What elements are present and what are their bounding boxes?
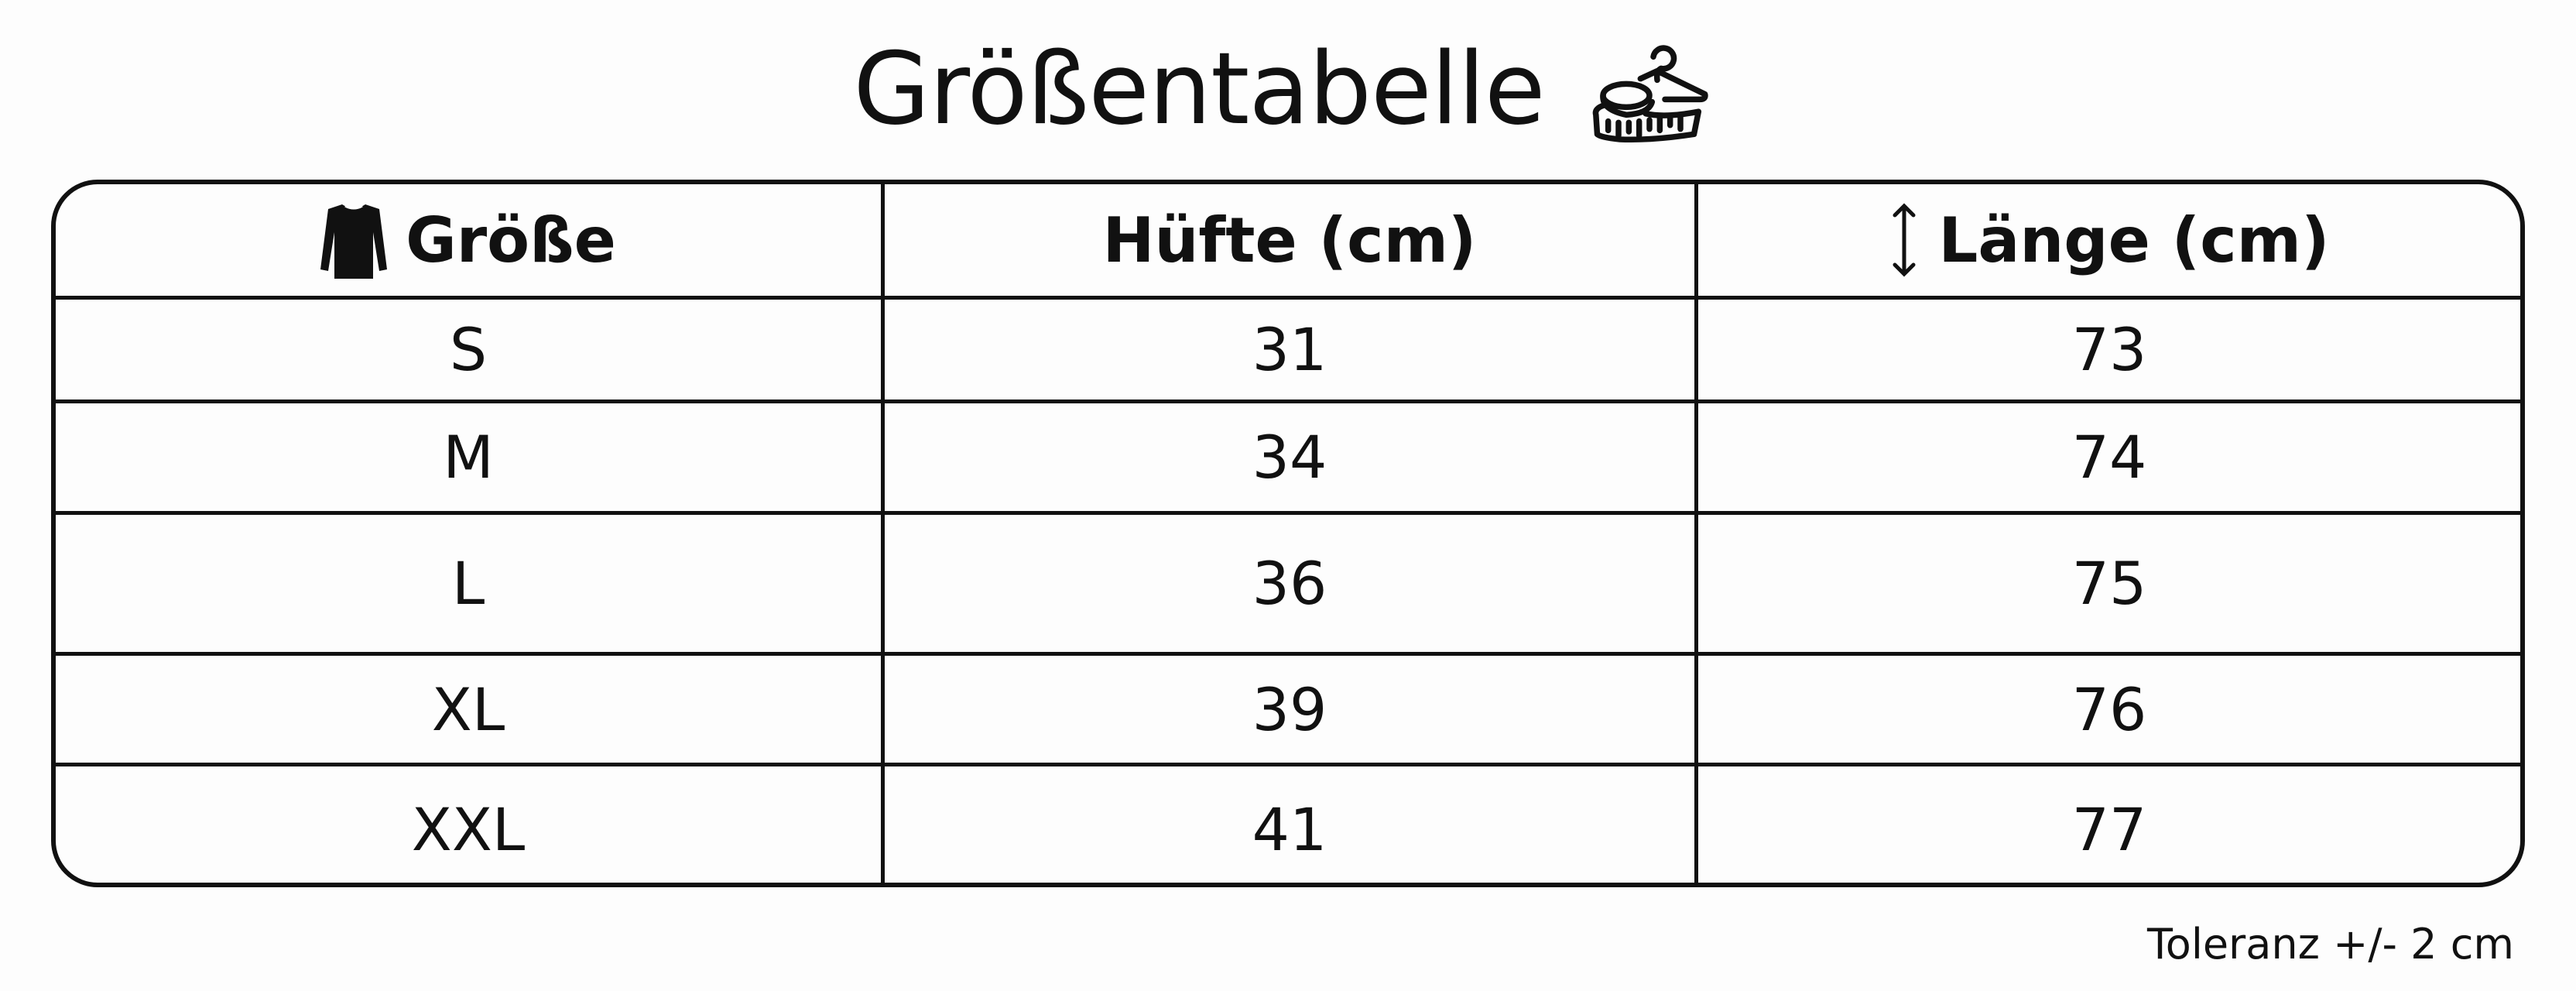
header-size: Größe bbox=[56, 184, 885, 296]
header-label: Größe bbox=[406, 204, 616, 276]
cell-length: 76 bbox=[2071, 674, 2147, 744]
vertical-arrow-icon bbox=[1893, 203, 1916, 277]
cell-size: M bbox=[56, 403, 885, 511]
cell-length: 73 bbox=[2071, 315, 2147, 384]
table-row: M 34 74 bbox=[56, 403, 2520, 515]
cell-length: 77 bbox=[2071, 794, 2147, 864]
table-row: L 36 75 bbox=[56, 515, 2520, 656]
hanger-measuring-tape-icon bbox=[1592, 45, 1708, 143]
table-header: Größe Hüfte (cm) Länge (cm) bbox=[56, 184, 2520, 300]
title-text: Größentabelle bbox=[853, 31, 1545, 147]
tolerance-note: Toleranz +/- 2 cm bbox=[2146, 920, 2514, 969]
table-row: XXL 41 77 bbox=[56, 766, 2520, 883]
header-hip: Hüfte (cm) bbox=[885, 184, 1698, 296]
header-label: Länge (cm) bbox=[1938, 204, 2330, 276]
page-title: Größentabelle bbox=[0, 31, 2576, 147]
cell-size: L bbox=[56, 515, 885, 652]
cell-size: S bbox=[56, 300, 885, 399]
cell-hip: 34 bbox=[885, 403, 1698, 511]
table-row: XL 39 76 bbox=[56, 656, 2520, 766]
cell-hip: 39 bbox=[885, 656, 1698, 763]
cell-hip: 41 bbox=[885, 766, 1698, 883]
shirt-icon bbox=[320, 204, 388, 279]
cell-hip: 31 bbox=[885, 300, 1698, 399]
cell-length: 75 bbox=[2071, 549, 2147, 618]
cell-length: 74 bbox=[2071, 423, 2147, 492]
table-row: S 31 73 bbox=[56, 300, 2520, 403]
cell-size: XXL bbox=[56, 766, 885, 883]
cell-hip: 36 bbox=[885, 515, 1698, 652]
size-table: Größe Hüfte (cm) Länge (cm) S 31 73 M 34… bbox=[51, 180, 2525, 887]
header-length: Länge (cm) bbox=[1698, 184, 2520, 296]
header-label: Hüfte (cm) bbox=[1102, 204, 1477, 276]
cell-size: XL bbox=[56, 656, 885, 763]
